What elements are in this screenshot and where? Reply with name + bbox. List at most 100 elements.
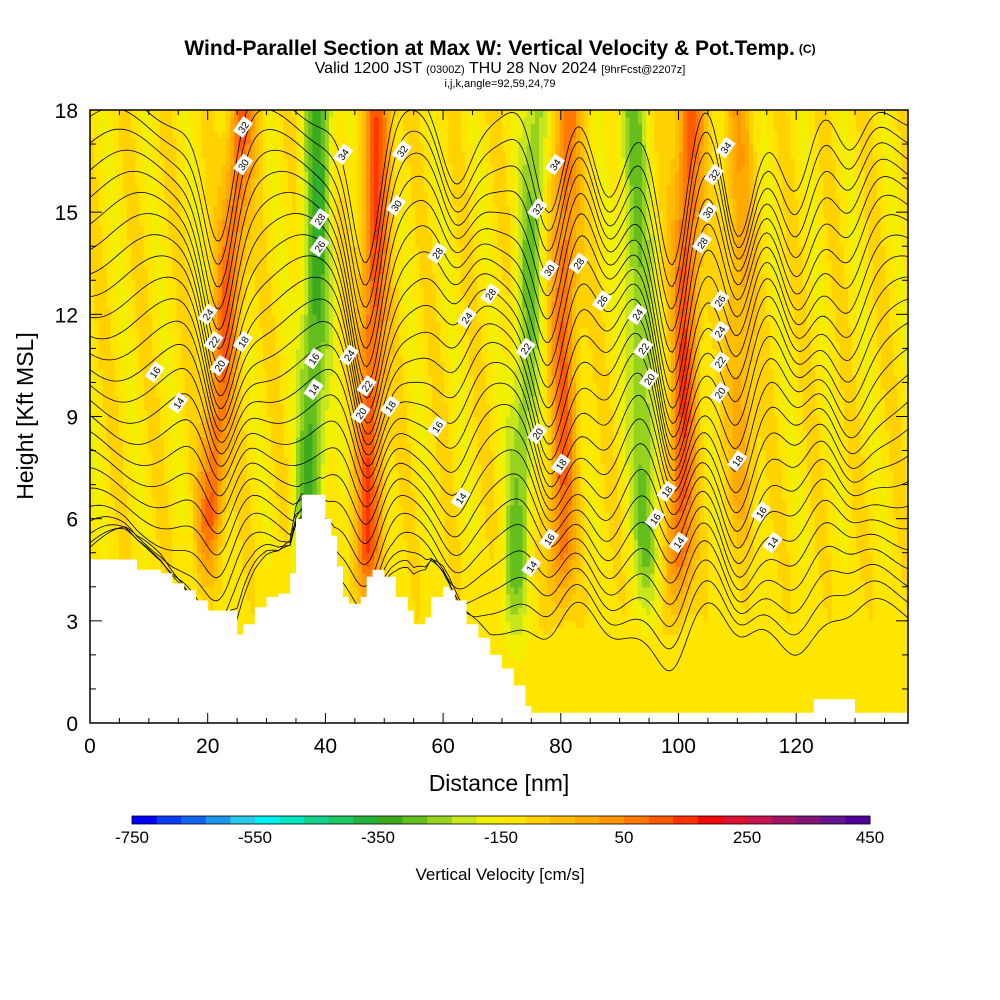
field-cell: [172, 259, 178, 268]
field-cell: [155, 300, 161, 309]
field-cell: [225, 375, 231, 383]
field-cell: [275, 164, 281, 172]
field-cell: [217, 137, 223, 145]
field-cell: [143, 471, 149, 479]
field-cell: [300, 436, 305, 445]
field-cell: [143, 457, 149, 465]
field-cell: [143, 266, 149, 275]
field-cell: [254, 198, 260, 206]
field-cell: [168, 300, 173, 309]
field-cell: [151, 184, 157, 193]
field-cell: [98, 123, 103, 131]
field-cell: [193, 396, 198, 404]
field-cell: [188, 580, 194, 588]
field-cell: [155, 150, 161, 159]
field-cell: [263, 300, 268, 309]
field-cell: [308, 457, 313, 465]
field-cell: [213, 205, 219, 213]
field-cell: [234, 443, 239, 452]
field-cell: [106, 259, 112, 268]
field-cell: [172, 300, 178, 309]
field-cell: [205, 586, 210, 595]
field-cell: [110, 409, 116, 418]
field-cell: [283, 123, 289, 131]
field-cell: [308, 198, 313, 206]
field-cell: [168, 545, 173, 554]
field-cell: [147, 266, 153, 275]
field-cell: [143, 368, 149, 377]
field-cell: [143, 382, 149, 390]
field-cell: [246, 593, 252, 601]
field-cell: [164, 484, 169, 492]
field-cell: [205, 457, 210, 465]
field-cell: [300, 368, 305, 377]
field-cell: [143, 477, 149, 486]
field-cell: [300, 246, 305, 254]
field-cell: [139, 273, 145, 281]
field-cell: [139, 232, 145, 240]
field-cell: [94, 178, 99, 186]
field-cell: [151, 545, 157, 554]
field-cell: [118, 157, 124, 166]
field-cell: [279, 518, 285, 527]
field-cell: [160, 191, 165, 200]
field-cell: [201, 280, 206, 288]
field-cell: [279, 586, 285, 595]
field-cell: [258, 430, 264, 438]
field-cell: [180, 328, 186, 336]
field-cell: [184, 498, 190, 506]
field-cell: [275, 539, 281, 547]
field-cell: [283, 137, 289, 145]
field-cell: [139, 205, 145, 213]
field-cell: [118, 532, 124, 540]
field-cell: [147, 450, 153, 458]
field-cell: [205, 464, 210, 472]
field-cell: [213, 246, 219, 254]
field-cell: [213, 423, 219, 431]
field-cell: [127, 280, 132, 288]
field-cell: [296, 471, 301, 479]
field-cell: [221, 368, 227, 377]
field-cell: [118, 368, 124, 377]
field-cell: [267, 450, 272, 458]
field-cell: [258, 150, 264, 159]
field-cell: [304, 144, 309, 152]
field-cell: [188, 518, 194, 527]
field-cell: [94, 505, 99, 513]
field-cell: [193, 273, 198, 281]
field-cell: [304, 471, 309, 479]
field-cell: [291, 552, 297, 561]
field-cell: [267, 341, 272, 349]
field-cell: [118, 430, 124, 438]
field-cell: [168, 253, 173, 261]
field-cell: [287, 293, 293, 302]
field-cell: [94, 396, 99, 404]
field-cell: [267, 157, 272, 166]
field-cell: [254, 239, 260, 247]
field-cell: [291, 375, 297, 383]
field-cell: [102, 443, 108, 452]
field-cell: [102, 287, 108, 295]
field-cell: [287, 355, 293, 363]
field-cell: [131, 110, 136, 118]
field-cell: [279, 280, 285, 288]
field-cell: [94, 539, 99, 547]
field-cell: [238, 416, 243, 424]
field-cell: [242, 396, 248, 404]
field-cell: [275, 212, 281, 220]
field-cell: [225, 259, 231, 268]
field-cell: [258, 266, 264, 275]
field-cell: [304, 334, 309, 343]
field-cell: [230, 212, 235, 220]
field-cell: [168, 205, 173, 213]
field-cell: [258, 198, 264, 206]
field-cell: [263, 280, 268, 288]
field-cell: [283, 239, 289, 247]
field-cell: [234, 498, 239, 506]
field-cell: [234, 307, 239, 315]
field-cell: [209, 539, 215, 547]
field-cell: [160, 457, 165, 465]
field-cell: [308, 314, 313, 322]
field-cell: [168, 375, 173, 383]
field-cell: [90, 280, 95, 288]
